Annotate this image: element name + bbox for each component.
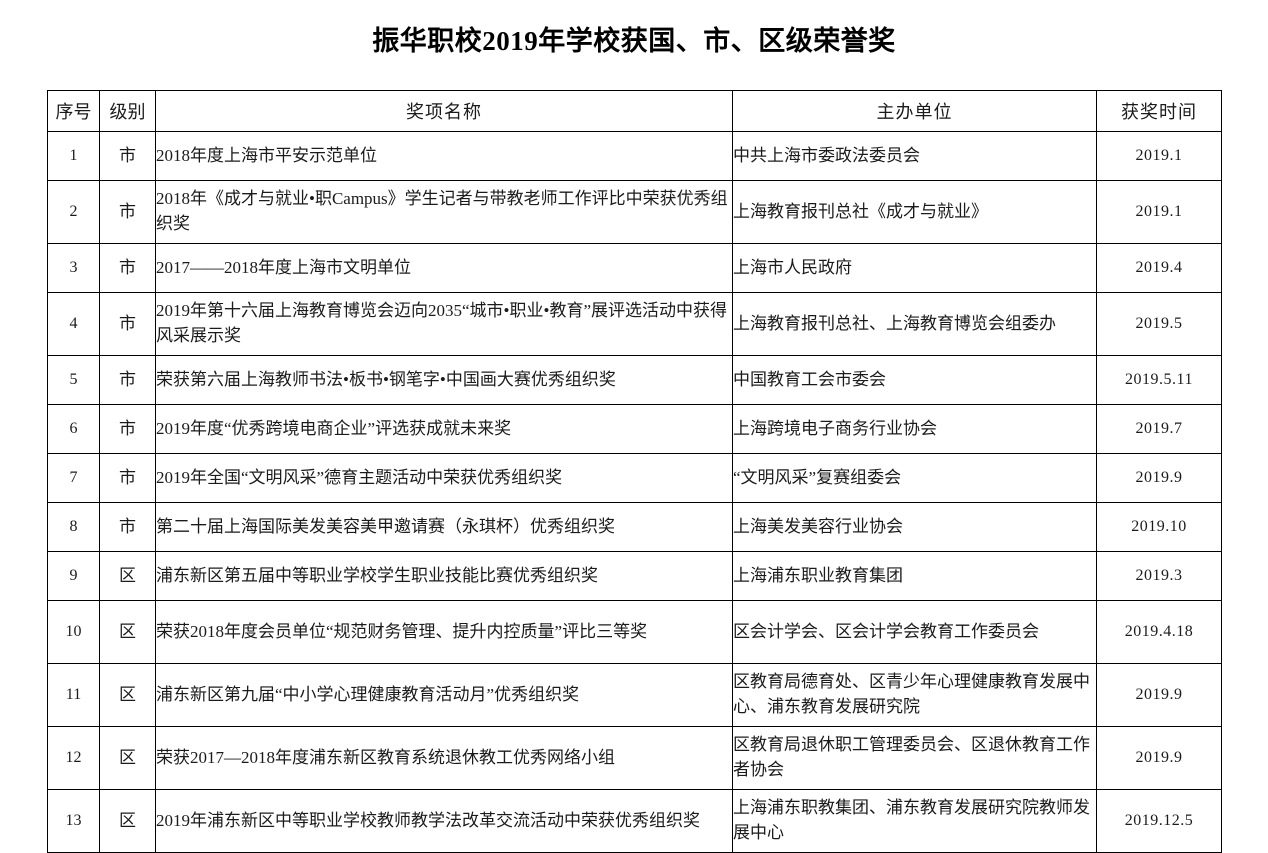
- cell-seq: 8: [47, 502, 100, 552]
- cell-level: 市: [99, 292, 156, 356]
- cell-date: 2019.7: [1096, 404, 1222, 454]
- cell-seq: 5: [47, 355, 100, 405]
- cell-award: 2018年《成才与就业•职Campus》学生记者与带教老师工作评比中荣获优秀组织…: [155, 180, 733, 244]
- cell-award: 荣获2017—2018年度浦东新区教育系统退休教工优秀网络小组: [155, 726, 733, 790]
- cell-org: 上海跨境电子商务行业协会: [732, 404, 1097, 454]
- award-table-container: 序号 级别 奖项名称 主办单位 获奖时间 1 市 2018年度上海市平安示范单位 中共…: [47, 90, 1222, 853]
- cell-seq: 7: [47, 453, 100, 503]
- table-row: 6 市 2019年度“优秀跨境电商企业”评选获成就未来奖 上海跨境电子商务行业协会 20…: [47, 404, 1222, 454]
- cell-date: 2019.1: [1096, 180, 1222, 244]
- cell-date: 2019.1: [1096, 131, 1222, 181]
- cell-date: 2019.10: [1096, 502, 1222, 552]
- cell-level: 市: [99, 355, 156, 405]
- cell-level: 市: [99, 502, 156, 552]
- column-header-date: 获奖时间: [1096, 90, 1222, 132]
- cell-level: 区: [99, 789, 156, 853]
- cell-level: 市: [99, 180, 156, 244]
- cell-org: 区教育局德育处、区青少年心理健康教育发展中心、浦东教育发展研究院: [732, 663, 1097, 727]
- cell-org: “文明风采”复赛组委会: [732, 453, 1097, 503]
- cell-seq: 10: [47, 600, 100, 664]
- column-header-level: 级别: [99, 90, 156, 132]
- cell-award: 2019年全国“文明风采”德育主题活动中荣获优秀组织奖: [155, 453, 733, 503]
- cell-seq: 1: [47, 131, 100, 181]
- cell-org: 区会计学会、区会计学会教育工作委员会: [732, 600, 1097, 664]
- cell-org: 区教育局退休职工管理委员会、区退休教育工作者协会: [732, 726, 1097, 790]
- cell-org: 上海教育报刊总社、上海教育博览会组委办: [732, 292, 1097, 356]
- table-row: 13 区 2019年浦东新区中等职业学校教师教学法改革交流活动中荣获优秀组织奖 上海浦…: [47, 789, 1222, 853]
- cell-org: 上海教育报刊总社《成才与就业》: [732, 180, 1097, 244]
- cell-date: 2019.9: [1096, 663, 1222, 727]
- table-row: 1 市 2018年度上海市平安示范单位 中共上海市委政法委员会 2019.1: [47, 131, 1222, 181]
- column-header-seq: 序号: [47, 90, 100, 132]
- table-row: 4 市 2019年第十六届上海教育博览会迈向2035“城市•职业•教育”展评选活动中…: [47, 292, 1222, 356]
- cell-level: 市: [99, 243, 156, 293]
- cell-date: 2019.5.11: [1096, 355, 1222, 405]
- cell-award: 2019年浦东新区中等职业学校教师教学法改革交流活动中荣获优秀组织奖: [155, 789, 733, 853]
- cell-seq: 13: [47, 789, 100, 853]
- page-title: 振华职校2019年学校获国、市、区级荣誉奖: [372, 26, 896, 56]
- cell-level: 市: [99, 131, 156, 181]
- table-row: 3 市 2017——2018年度上海市文明单位 上海市人民政府 2019.4: [47, 243, 1222, 293]
- table-body: 1 市 2018年度上海市平安示范单位 中共上海市委政法委员会 2019.1 2 市 2018…: [47, 131, 1222, 853]
- cell-award: 2019年第十六届上海教育博览会迈向2035“城市•职业•教育”展评选活动中获得…: [155, 292, 733, 356]
- cell-award: 荣获第六届上海教师书法•板书•钢笔字•中国画大赛优秀组织奖: [155, 355, 733, 405]
- cell-date: 2019.9: [1096, 726, 1222, 790]
- cell-date: 2019.5: [1096, 292, 1222, 356]
- cell-date: 2019.4.18: [1096, 600, 1222, 664]
- table-row: 9 区浦东新区第五届中等职业学校学生职业技能比赛优秀组织奖 上海浦东职业教育集团 20…: [47, 551, 1222, 601]
- cell-award: 2019年度“优秀跨境电商企业”评选获成就未来奖: [155, 404, 733, 454]
- cell-date: 2019.12.5: [1096, 789, 1222, 853]
- cell-level: 市: [99, 404, 156, 454]
- cell-award: 2018年度上海市平安示范单位: [155, 131, 733, 181]
- document-page: 振华职校2019年学校获国、市、区级荣誉奖 序号 级别 奖项名称 主办单位 获奖…: [47, 26, 1222, 853]
- cell-level: 区: [99, 551, 156, 601]
- cell-org: 中共上海市委政法委员会: [732, 131, 1097, 181]
- table-row: 8 市第二十届上海国际美发美容美甲邀请赛（永琪杯）优秀组织奖 上海美发美容行业协会 2…: [47, 502, 1222, 552]
- cell-date: 2019.3: [1096, 551, 1222, 601]
- cell-award: 2017——2018年度上海市文明单位: [155, 243, 733, 293]
- cell-level: 市: [99, 453, 156, 503]
- table-row: 5 市荣获第六届上海教师书法•板书•钢笔字•中国画大赛优秀组织奖 中国教育工会市委会…: [47, 355, 1222, 405]
- cell-seq: 4: [47, 292, 100, 356]
- cell-org: 中国教育工会市委会: [732, 355, 1097, 405]
- table-header-row: 序号 级别 奖项名称 主办单位 获奖时间: [47, 90, 1222, 132]
- cell-seq: 9: [47, 551, 100, 601]
- cell-award: 浦东新区第九届“中小学心理健康教育活动月”优秀组织奖: [155, 663, 733, 727]
- cell-level: 区: [99, 600, 156, 664]
- cell-seq: 11: [47, 663, 100, 727]
- cell-seq: 12: [47, 726, 100, 790]
- table-row: 2 市 2018年《成才与就业•职Campus》学生记者与带教老师工作评比中荣获优秀…: [47, 180, 1222, 244]
- column-header-award: 奖项名称: [155, 90, 733, 132]
- cell-seq: 6: [47, 404, 100, 454]
- award-table: 序号 级别 奖项名称 主办单位 获奖时间 1 市 2018年度上海市平安示范单位 中共…: [47, 90, 1222, 853]
- table-row: 12 区荣获2017—2018年度浦东新区教育系统退休教工优秀网络小组 区教育局退休…: [47, 726, 1222, 790]
- column-header-org: 主办单位: [732, 90, 1097, 132]
- cell-org: 上海浦东职教集团、浦东教育发展研究院教师发展中心: [732, 789, 1097, 853]
- cell-seq: 3: [47, 243, 100, 293]
- table-row: 7 市 2019年全国“文明风采”德育主题活动中荣获优秀组织奖 “文明风采”复赛组委会…: [47, 453, 1222, 503]
- cell-date: 2019.9: [1096, 453, 1222, 503]
- cell-date: 2019.4: [1096, 243, 1222, 293]
- cell-org: 上海市人民政府: [732, 243, 1097, 293]
- cell-level: 区: [99, 663, 156, 727]
- cell-org: 上海美发美容行业协会: [732, 502, 1097, 552]
- table-row: 10 区荣获2018年度会员单位“规范财务管理、提升内控质量”评比三等奖 区会计学会…: [47, 600, 1222, 664]
- table-header: 序号 级别 奖项名称 主办单位 获奖时间: [47, 90, 1222, 132]
- cell-award: 第二十届上海国际美发美容美甲邀请赛（永琪杯）优秀组织奖: [155, 502, 733, 552]
- table-row: 11 区浦东新区第九届“中小学心理健康教育活动月”优秀组织奖 区教育局德育处、区青少…: [47, 663, 1222, 727]
- cell-award: 荣获2018年度会员单位“规范财务管理、提升内控质量”评比三等奖: [155, 600, 733, 664]
- cell-level: 区: [99, 726, 156, 790]
- cell-org: 上海浦东职业教育集团: [732, 551, 1097, 601]
- cell-award: 浦东新区第五届中等职业学校学生职业技能比赛优秀组织奖: [155, 551, 733, 601]
- cell-seq: 2: [47, 180, 100, 244]
